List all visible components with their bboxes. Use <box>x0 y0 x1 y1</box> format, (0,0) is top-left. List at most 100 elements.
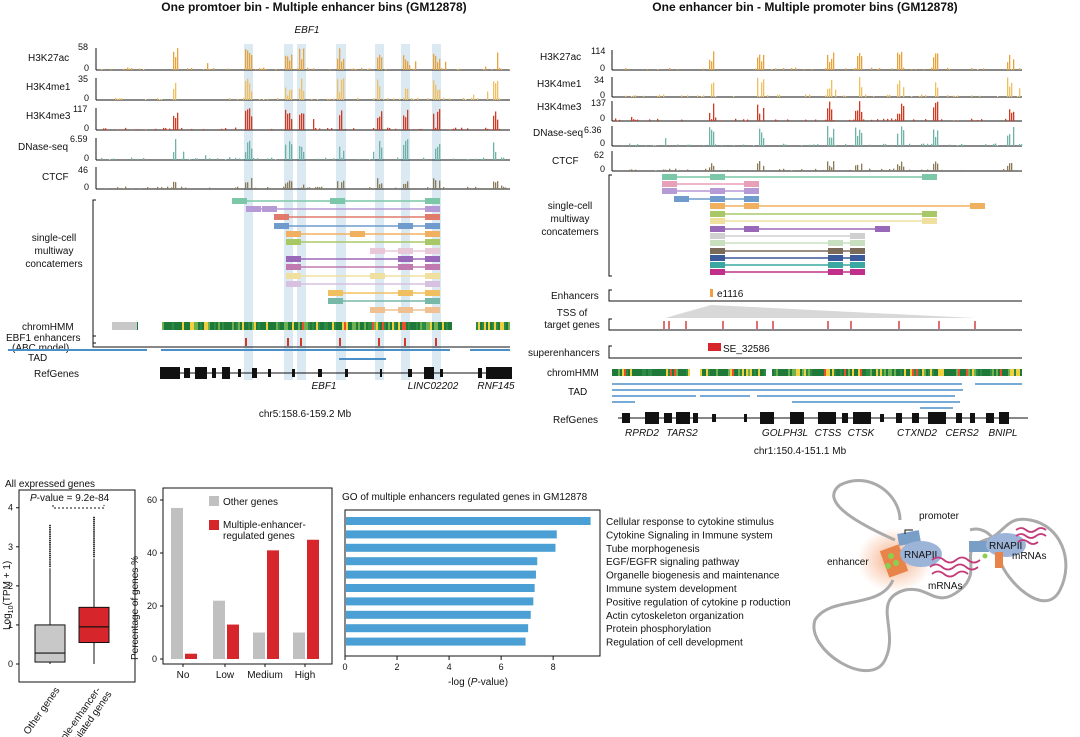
go-chart-xlabel: -log (P-value) <box>448 677 508 688</box>
signal-peak <box>791 170 793 171</box>
chromhmm-segment <box>394 322 396 330</box>
signal-peak <box>475 158 477 160</box>
signal-peak <box>319 128 321 130</box>
signal-peak <box>245 110 247 130</box>
signal-peak <box>689 144 691 146</box>
chromhmm-segment <box>902 369 904 376</box>
signal-peak <box>445 61 447 70</box>
right-concatemers <box>662 174 985 275</box>
chromhmm-segment <box>374 322 376 330</box>
superenhancer-mark <box>708 343 721 351</box>
chromhmm-segment <box>1008 369 1010 376</box>
signal-peak <box>343 78 345 100</box>
legend-swatch-other <box>209 496 219 506</box>
chromhmm-segment <box>404 322 406 330</box>
signal-peak <box>465 99 467 100</box>
signal-peak <box>339 146 341 160</box>
signal-peak <box>961 144 963 146</box>
signal-peak <box>263 99 265 100</box>
signal-peak <box>925 95 927 97</box>
signal-peak <box>379 184 381 189</box>
signal-peak <box>787 119 789 121</box>
signal-peak <box>681 119 683 121</box>
chromhmm-segment <box>200 322 202 330</box>
signal-peak <box>337 181 339 189</box>
chromhmm-segment <box>866 369 868 376</box>
right-gene-name: GOLPH3L <box>762 428 808 439</box>
chromhmm-segment <box>176 322 178 330</box>
chromhmm-segment <box>438 322 440 330</box>
chromhmm-segment <box>984 369 986 376</box>
chromhmm-segment <box>178 322 180 330</box>
exon <box>853 412 871 424</box>
exon <box>986 413 994 423</box>
signal-peak <box>971 95 973 97</box>
tss-label: target genes <box>544 320 600 331</box>
chromhmm-segment <box>386 322 388 330</box>
bar <box>227 624 239 659</box>
signal-peak <box>899 54 901 70</box>
signal-peak <box>437 146 439 160</box>
signal-peak <box>761 170 763 171</box>
concatemer-fragment <box>425 273 440 279</box>
go-bar <box>346 570 536 579</box>
chromhmm-segment <box>162 322 164 330</box>
concatemer-fragment <box>828 248 843 254</box>
chromhmm-segment <box>884 369 886 376</box>
signal-peak <box>437 90 439 100</box>
concatemer-fragment <box>350 231 365 237</box>
chromhmm-segment <box>900 369 902 376</box>
signal-peak <box>173 51 175 70</box>
signal-peak <box>957 120 959 121</box>
chromhmm-segment <box>426 322 428 330</box>
signal-peak <box>485 66 487 70</box>
chromhmm-segment <box>348 322 350 330</box>
chromhmm-segment <box>814 369 816 376</box>
signal-peak <box>353 68 355 70</box>
chromhmm-segment <box>908 369 910 376</box>
signal-peak <box>795 67 797 70</box>
boxplot-ytick-label: 3 <box>8 542 13 552</box>
signal-peak <box>901 51 903 70</box>
signal-peak <box>325 157 327 160</box>
right-track-min: 0 <box>600 164 605 174</box>
signal-peak <box>403 184 405 189</box>
signal-peak <box>935 161 937 171</box>
signal-peak <box>615 118 617 121</box>
signal-peak <box>497 80 499 100</box>
signal-peak <box>329 69 331 70</box>
boxplot-outlier <box>93 545 95 548</box>
signal-peak <box>285 183 287 189</box>
signal-peak <box>163 127 165 130</box>
signal-peak <box>457 69 459 70</box>
signal-peak <box>477 98 479 100</box>
signal-peak <box>237 186 239 189</box>
signal-peak <box>853 119 855 121</box>
chromhmm-segment <box>788 369 790 376</box>
chromhmm-segment <box>758 369 760 376</box>
signal-peak <box>125 127 127 130</box>
concatemer-fragment <box>425 248 440 254</box>
chromhmm-segment <box>932 369 934 376</box>
go-xtick-label: 0 <box>342 662 347 672</box>
right-track-label: H3K4me3 <box>537 102 582 113</box>
signal-peak <box>1009 109 1011 121</box>
exon <box>222 367 230 379</box>
signal-peak <box>937 130 939 146</box>
concatemer-fragment <box>398 264 413 270</box>
chromhmm-segment <box>824 369 826 376</box>
signal-peak <box>865 94 867 97</box>
signal-peak <box>497 52 499 70</box>
exon <box>693 413 698 423</box>
boxplot-outlier <box>49 537 51 540</box>
chromhmm-segment <box>234 322 236 330</box>
boxplot-outlier <box>93 551 95 554</box>
signal-peak <box>933 107 935 121</box>
chromatin-fiber <box>812 478 1068 673</box>
signal-peak <box>643 95 645 97</box>
boxplot-outlier <box>49 546 51 548</box>
concatemer-fragment <box>662 174 677 180</box>
signal-peak <box>881 168 883 171</box>
signal-peak <box>355 69 357 70</box>
chromhmm-segment <box>838 369 840 376</box>
